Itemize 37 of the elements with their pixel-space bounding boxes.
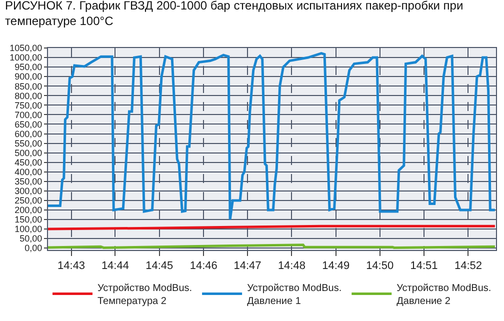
x-tick-label: 14:49 (322, 260, 350, 272)
x-tick-label: 14:50 (366, 260, 394, 272)
y-tick-label: 1000,00 (10, 52, 42, 63)
y-tick-label: 500,00 (14, 148, 42, 158)
y-tick-label: 400,00 (14, 167, 42, 178)
y-tick-label: 800,00 (14, 90, 42, 101)
legend-label: Устройство ModBus. Давление 2 (396, 283, 492, 308)
legend-label: Устройство ModBus. Температура 2 (98, 283, 192, 308)
legend-label: Устройство ModBus. Давление 1 (247, 283, 342, 308)
x-tick-label: 14:44 (101, 260, 129, 272)
y-tick-label: 450,00 (14, 157, 42, 168)
y-tick-label: 350,00 (14, 176, 42, 187)
y-tick-label: 200,00 (14, 205, 42, 216)
y-tick-label: 550,00 (14, 138, 42, 148)
x-tick-label: 14:46 (190, 260, 218, 272)
x-tick-label: 14:43 (58, 260, 86, 272)
y-tick-label: 250,00 (14, 196, 42, 206)
x-tick-label: 14:52 (454, 260, 482, 272)
x-tick-label: 14:45 (146, 260, 174, 272)
y-tick-label: 0,00 (24, 243, 42, 254)
y-tick-label: 700,00 (14, 110, 42, 120)
x-tick-label: 14:51 (410, 260, 438, 272)
chart-title: РИСУНОК 7. График ГВЗД 200-1000 бар стендовых испытаниях пакер-пробки при температуре 100°C (5, 0, 464, 28)
y-tick-label: 50,00 (20, 234, 42, 244)
y-tick-label: 750,00 (14, 100, 42, 110)
y-tick-label: 600,00 (14, 128, 42, 139)
y-tick-label: 1050,00 (10, 43, 42, 54)
y-tick-label: 950,00 (14, 62, 42, 72)
y-tick-label: 650,00 (14, 119, 42, 130)
y-tick-label: 100,00 (14, 224, 42, 234)
x-tick-label: 14:47 (234, 260, 262, 272)
y-tick-label: 150,00 (14, 214, 42, 225)
y-tick-label: 850,00 (14, 81, 42, 92)
line-series (48, 52, 496, 221)
y-tick-label: 300,00 (14, 186, 42, 196)
y-tick-label: 900,00 (14, 72, 42, 82)
x-tick-label: 14:48 (278, 260, 306, 272)
